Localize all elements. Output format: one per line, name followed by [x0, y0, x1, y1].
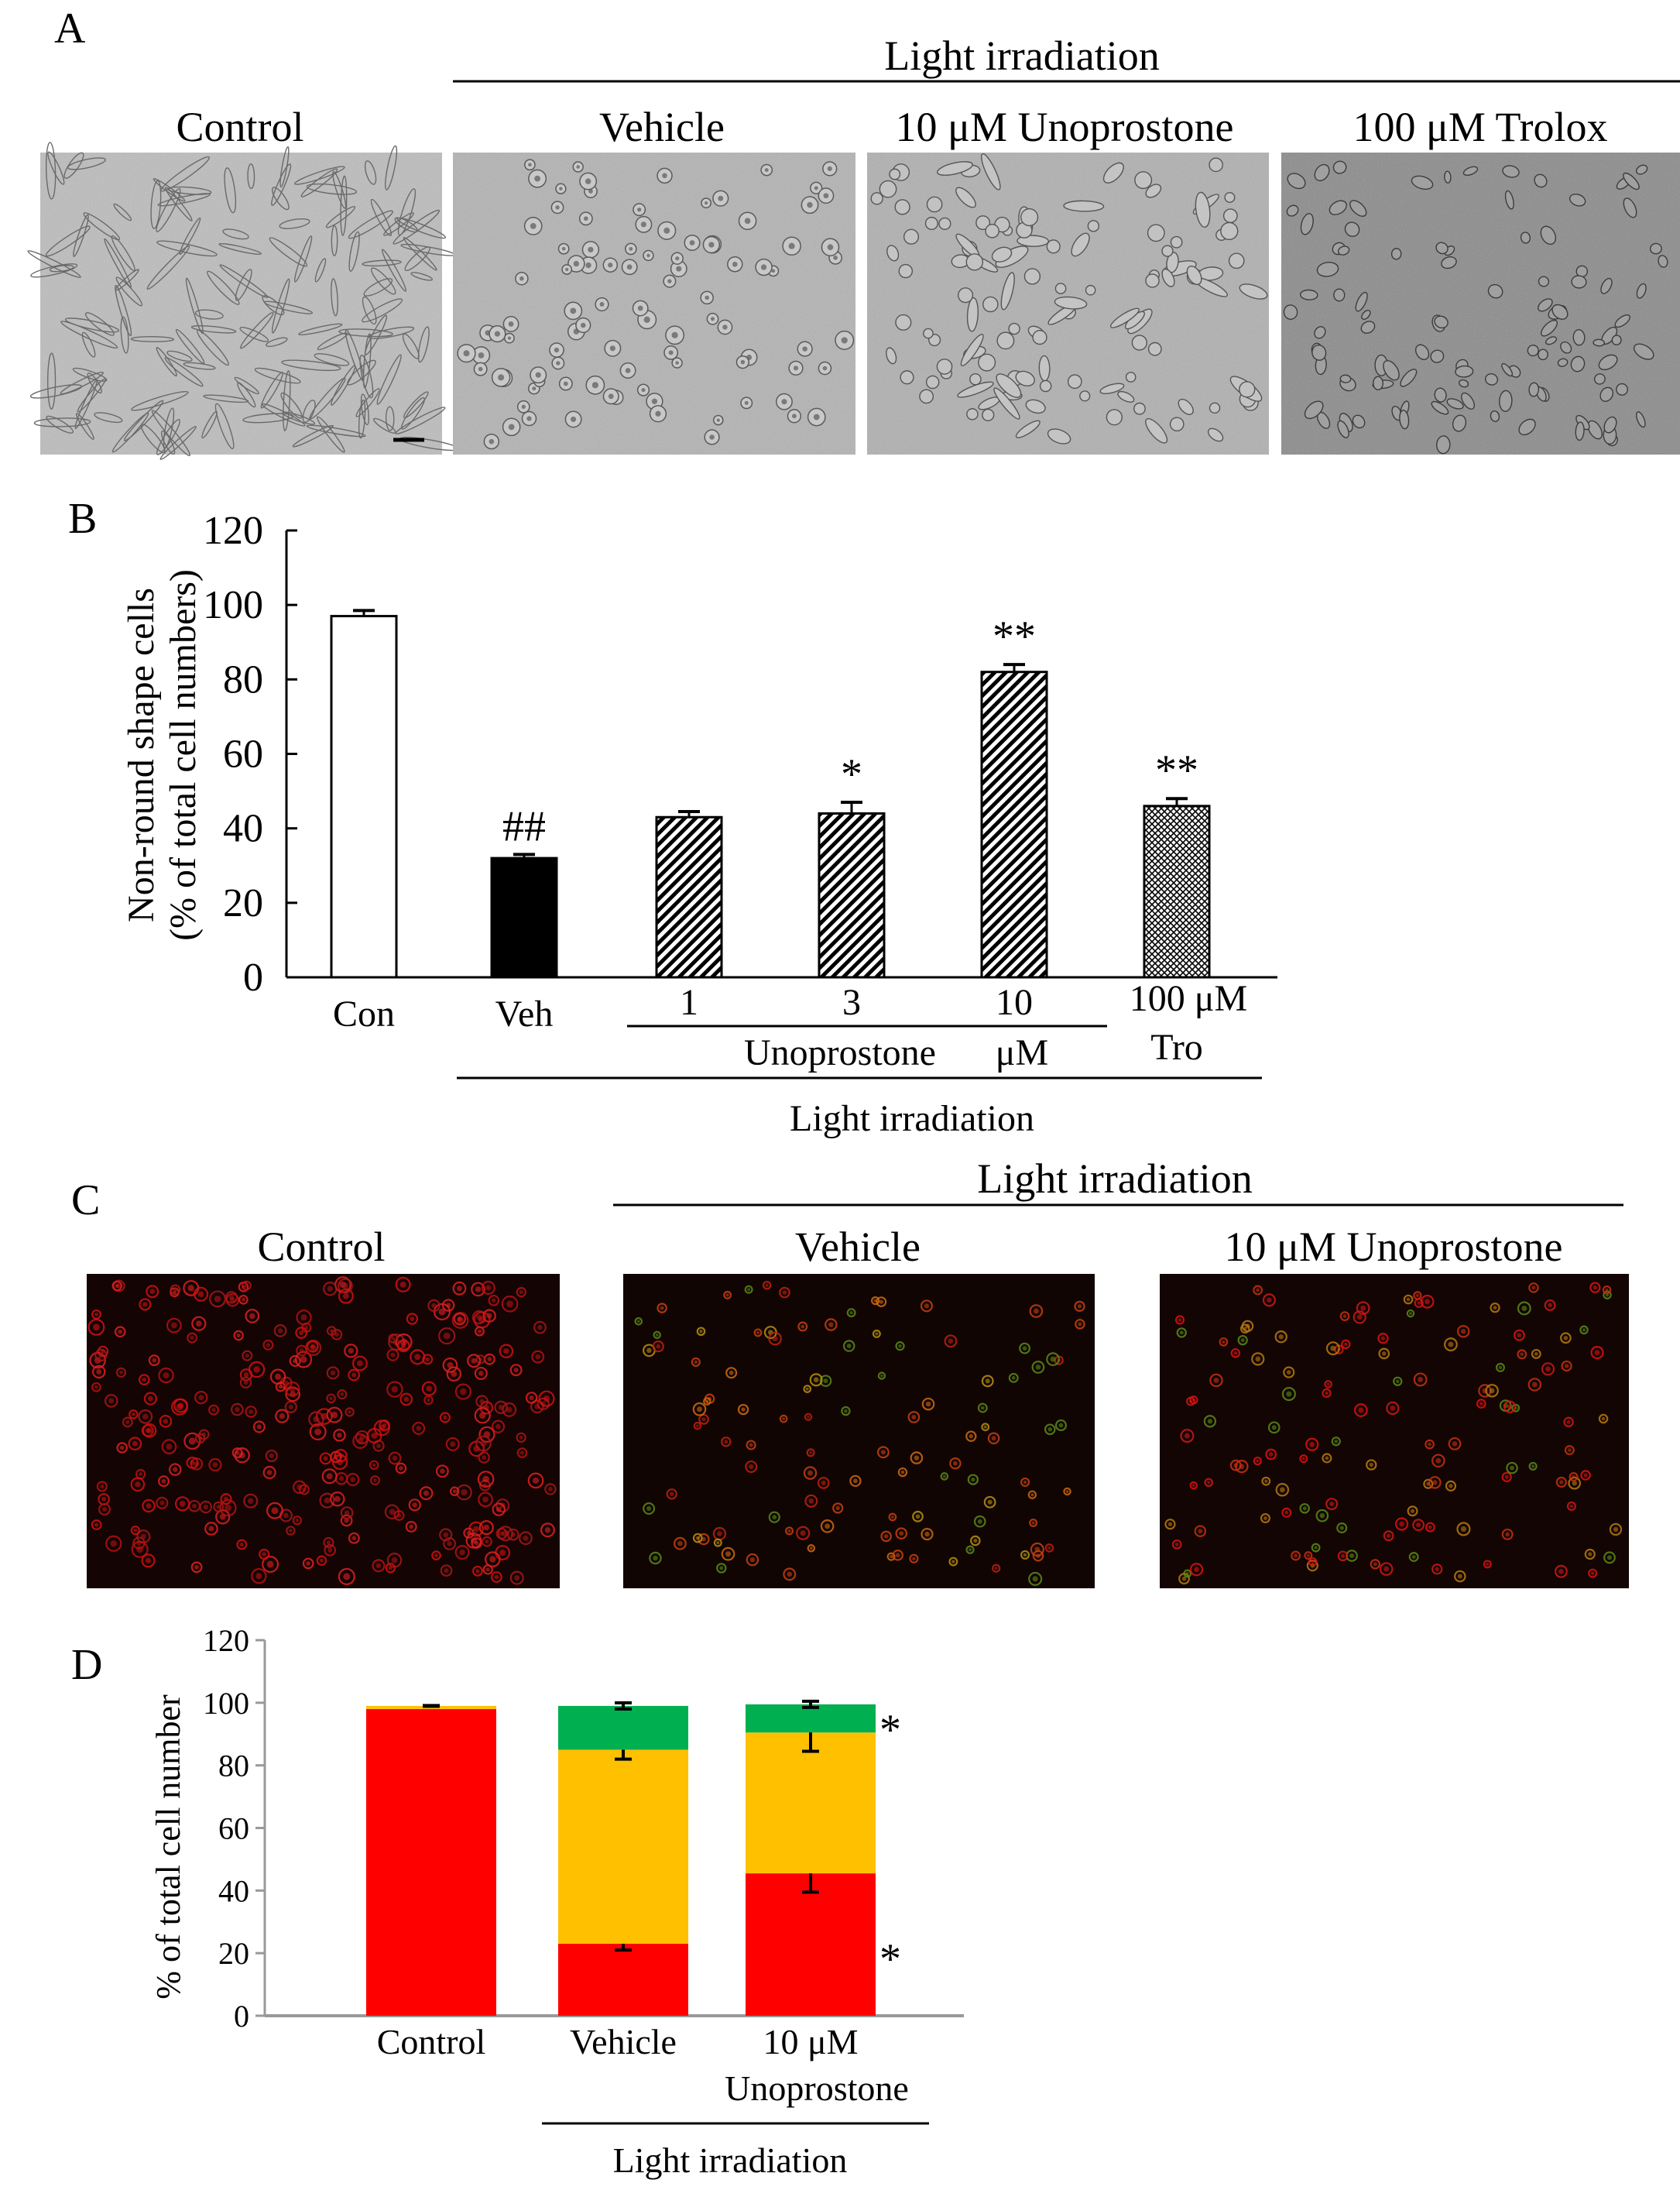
d-y-tick-label: 0 — [234, 1999, 249, 2034]
d-category-label: Control — [377, 2022, 486, 2061]
panel-a-label-trolox: 100 μM Trolox — [1353, 104, 1607, 150]
chart-d: 0 20 40 60 80 100 120 % of total cell number * * C… — [149, 1623, 964, 2180]
d-category-label: 10 μM Unoprostone — [725, 2022, 909, 2108]
chart-b: 0 20 40 60 80 100 120 Non-round shape cells(% o… — [121, 509, 1277, 1139]
panel-c-header: Light irradiation — [977, 1155, 1252, 1202]
b-significance-label: ** — [1155, 747, 1198, 795]
b-y-tick-label: 20 — [223, 881, 263, 925]
d-significance-label: * — [879, 1706, 901, 1754]
fluorescence-c-unoprostone — [1160, 1274, 1629, 1588]
b-y-tick-label: 80 — [223, 657, 263, 702]
d-y-tick-label: 80 — [218, 1749, 249, 1783]
d-stack-segment — [558, 1944, 688, 2016]
b-significance-label: ** — [993, 613, 1036, 661]
b-y-tick-label: 100 — [203, 583, 263, 627]
b-trolox-label: Tro — [1150, 1027, 1203, 1068]
panel-a-label-unoprostone: 10 μM Unoprostone — [896, 104, 1234, 150]
b-bar — [655, 815, 723, 979]
b-significance-label: ## — [502, 802, 546, 850]
fluorescence-c-vehicle — [623, 1274, 1095, 1588]
panel-a-header: Light irradiation — [884, 33, 1159, 79]
d-stack-segment — [558, 1705, 688, 1750]
b-unoprostone-unit: μM — [996, 1032, 1048, 1073]
b-y-axis-label: Non-round shape cells(% of total cell nu… — [121, 569, 204, 941]
b-y-tick-label: 0 — [243, 956, 263, 1000]
d-y-tick-label: 20 — [218, 1936, 249, 1971]
panel-c-label-vehicle: Vehicle — [795, 1224, 921, 1270]
panel-letter-c: C — [71, 1176, 100, 1224]
b-unoprostone-label: Unoprostone — [744, 1032, 936, 1073]
panel-letter-b: B — [68, 495, 97, 543]
micrograph-a-trolox — [1281, 153, 1680, 455]
b-y-tick-label: 60 — [223, 733, 263, 777]
d-y-axis-label: % of total cell number — [149, 1694, 187, 1999]
b-bar — [330, 615, 398, 979]
b-category-label: 3 — [842, 982, 861, 1023]
fluorescence-c-control — [87, 1274, 560, 1588]
d-light-label: Light irradiation — [613, 2140, 848, 2180]
d-significance-label: * — [879, 1935, 901, 1983]
panel-a-label-vehicle: Vehicle — [599, 104, 725, 150]
d-category-label: Vehicle — [570, 2022, 677, 2061]
b-bar — [1143, 805, 1211, 979]
b-y-tick-label: 40 — [223, 807, 263, 851]
b-significance-label: * — [841, 750, 862, 798]
micrograph-a-control — [27, 142, 460, 460]
d-stack-segment — [746, 1704, 876, 1733]
b-category-label: 10 — [996, 982, 1033, 1023]
d-stack-segment — [558, 1749, 688, 1945]
d-stack-segment — [366, 1708, 496, 2016]
panel-c-label-control: Control — [257, 1224, 385, 1270]
d-y-tick-label: 40 — [218, 1873, 249, 1908]
panel-c-label-unoprostone: 10 μM Unoprostone — [1225, 1224, 1563, 1270]
d-y-tick-label: 100 — [203, 1686, 249, 1721]
micrograph-a-unoprostone — [867, 153, 1269, 455]
b-y-tick-label: 120 — [203, 509, 263, 553]
b-category-label: 100 μM — [1130, 978, 1247, 1019]
d-y-tick-label: 60 — [218, 1811, 249, 1846]
b-category-label: Veh — [495, 994, 554, 1035]
b-bar — [490, 856, 558, 979]
b-bar — [980, 671, 1048, 979]
panel-letter-a: A — [54, 5, 86, 53]
b-category-label: 1 — [680, 982, 698, 1023]
panel-a-label-control: Control — [176, 104, 303, 150]
b-light-label: Light irradiation — [790, 1098, 1034, 1139]
d-stack-segment — [746, 1732, 876, 1874]
micrograph-a-vehicle — [453, 153, 855, 455]
b-bar — [818, 812, 886, 979]
d-stack-segment — [746, 1873, 876, 2016]
d-y-tick-label: 120 — [203, 1623, 249, 1658]
panel-letter-d: D — [71, 1641, 102, 1689]
b-category-label: Con — [333, 994, 395, 1035]
